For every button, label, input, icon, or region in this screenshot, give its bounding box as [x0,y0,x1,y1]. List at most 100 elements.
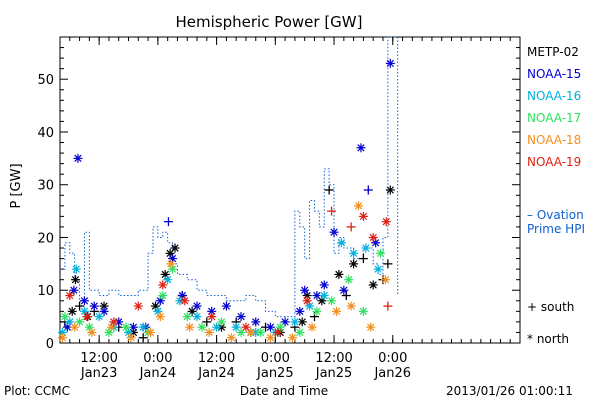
plot-credit: Plot: CCMC [4,384,70,398]
x-tick-label-date: Jan24 [139,366,177,381]
marker-stroke [381,276,390,284]
marker-stroke [354,202,363,210]
marker-stroke [327,297,336,305]
data-point-north [356,143,366,153]
marker-stroke [71,276,80,284]
marker-stroke [347,302,355,310]
data-point-north [376,248,386,258]
data-point-north [204,327,214,337]
ovation-prime-hpi-line [60,36,399,318]
marker-stroke [313,291,321,300]
data-point-north [368,232,378,242]
marker-stroke [66,291,74,300]
data-point-north [207,312,217,322]
y-tick-label: 20 [37,231,54,246]
marker-stroke [227,334,235,342]
data-point-north [251,317,261,327]
marker-stroke [266,334,275,342]
data-point-north [297,317,307,327]
marker-stroke [205,328,213,337]
data-point-north [73,153,83,163]
data-point-north [307,322,317,332]
marker-stroke [359,307,368,316]
marker-stroke [61,312,69,321]
data-points-group [57,58,395,343]
marker-stroke [122,323,130,331]
marker-stroke [288,334,297,342]
marker-stroke [308,323,316,331]
data-point-north [192,312,202,322]
marker-stroke [171,244,179,252]
marker-stroke [369,281,377,289]
data-point-north [327,296,337,306]
ovation-line-group [60,36,399,318]
marker-stroke [335,270,343,279]
data-point-north [319,280,329,290]
marker-stroke [124,328,133,337]
y-axis-label: P [GW] [9,163,24,208]
x-tick-label-time: 12:00 [198,351,235,366]
x-tick-label-date: Jan25 [256,366,294,381]
marker-stroke [80,297,89,305]
y-tick-label: 40 [37,126,54,141]
marker-stroke [369,233,377,242]
marker-stroke [345,276,353,284]
data-point-north [99,301,109,311]
data-point-north [226,333,236,343]
data-point-south [363,185,373,195]
data-point-south [163,217,173,227]
x-tick-label-time: 0:00 [378,351,407,366]
data-point-south [383,259,393,269]
marker-stroke [70,286,78,294]
marker-stroke [382,217,390,226]
legend-group: METP-02 NOAA-15 NOAA-16 NOAA-17 NOAA-18 NOAA-… [527,45,585,346]
marker-stroke [386,59,394,68]
data-point-north [236,312,246,322]
marker-stroke [127,334,135,342]
data-point-north [385,185,395,195]
marker-stroke [256,328,265,337]
marker-stroke [362,244,370,252]
marker-stroke [186,323,194,331]
marker-stroke [340,286,348,294]
marker-stroke [58,328,67,337]
x-axis-label: Date and Time [240,384,328,398]
marker-stroke [242,323,250,331]
data-point-north [361,243,371,253]
marker-stroke [349,249,358,257]
data-point-north [358,211,368,221]
data-point-north [170,243,180,253]
data-point-south [324,185,334,195]
data-point-north [185,322,195,332]
marker-stroke [349,260,358,268]
legend-north: * north [527,332,569,346]
data-point-north [300,285,310,295]
data-point-north [57,333,67,343]
y-tick-label: 10 [37,284,54,299]
marker-stroke [193,302,201,310]
marker-stroke [71,323,79,331]
marker-stroke [303,297,311,305]
data-point-north [312,306,322,316]
data-point-north [329,227,339,237]
data-point-north [265,322,275,332]
marker-stroke [232,323,240,331]
data-point-south [383,301,393,311]
marker-stroke [134,302,142,310]
x-tick-label-time: 12:00 [80,351,117,366]
marker-stroke [159,291,167,300]
data-point-north [273,327,283,337]
data-point-north [166,259,176,269]
data-point-north [358,306,368,316]
marker-stroke [208,312,216,321]
y-tick-label: 50 [37,73,54,88]
x-tick-label-time: 0:00 [143,351,172,366]
data-point-south [202,317,212,327]
marker-stroke [161,270,169,279]
y-tick-label: 30 [37,179,54,194]
data-point-north [256,327,266,337]
marker-stroke [110,318,118,326]
legend-entry: NOAA-17 [527,111,581,125]
marker-stroke [266,323,275,331]
